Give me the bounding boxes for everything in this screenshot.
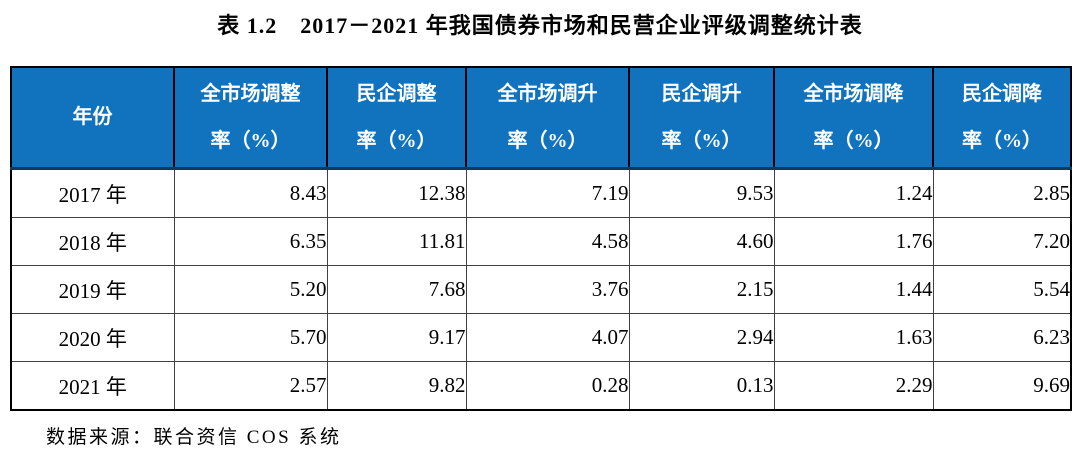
value-cell: 5.20 (173, 265, 328, 314)
header-cell-private-adjust-rate: 民企调整 率（%） (326, 66, 467, 170)
value-cell: 0.13 (628, 361, 775, 411)
value-cell: 2.15 (628, 265, 775, 314)
value-cell: 5.54 (932, 265, 1072, 314)
table-row: 2021 年 2.57 9.82 0.28 0.13 2.29 9.69 (10, 361, 1072, 411)
year-cell: 2019 年 (10, 265, 175, 314)
value-cell: 9.53 (628, 168, 775, 218)
table-row: 2017 年 8.43 12.38 7.19 9.53 1.24 2.85 (10, 168, 1072, 218)
rating-adjustment-table: 年份 全市场调整 率（%） 民企调整 率（%） 全市场调升 率（%） 民企调升 … (10, 66, 1072, 411)
table-row: 2020 年 5.70 9.17 4.07 2.94 1.63 6.23 (10, 313, 1072, 362)
value-cell: 1.63 (773, 313, 934, 362)
value-cell: 1.76 (773, 217, 934, 266)
header-cell-market-adjust-rate: 全市场调整 率（%） (173, 66, 328, 170)
value-cell: 7.68 (326, 265, 467, 314)
value-cell: 4.60 (628, 217, 775, 266)
year-cell: 2020 年 (10, 313, 175, 362)
value-cell: 11.81 (326, 217, 467, 266)
value-cell: 2.29 (773, 361, 934, 411)
value-cell: 1.24 (773, 168, 934, 218)
value-cell: 6.23 (932, 313, 1072, 362)
value-cell: 9.82 (326, 361, 467, 411)
data-source-note: 数据来源：联合资信 COS 系统 (46, 427, 342, 448)
table-header-row: 年份 全市场调整 率（%） 民企调整 率（%） 全市场调升 率（%） 民企调升 … (10, 66, 1072, 170)
value-cell: 9.69 (932, 361, 1072, 411)
value-cell: 12.38 (326, 168, 467, 218)
value-cell: 0.28 (465, 361, 630, 411)
value-cell: 5.70 (173, 313, 328, 362)
header-cell-private-downgrade-rate: 民企调降 率（%） (932, 66, 1072, 170)
value-cell: 9.17 (326, 313, 467, 362)
table-row: 2018 年 6.35 11.81 4.58 4.60 1.76 7.20 (10, 217, 1072, 266)
value-cell: 2.94 (628, 313, 775, 362)
value-cell: 2.57 (173, 361, 328, 411)
year-cell: 2021 年 (10, 361, 175, 411)
document-page: 表 1.2 2017－2021 年我国债券市场和民营企业评级调整统计表 年份 全… (0, 8, 1080, 462)
year-cell: 2018 年 (10, 217, 175, 266)
value-cell: 8.43 (173, 168, 328, 218)
value-cell: 4.07 (465, 313, 630, 362)
value-cell: 2.85 (932, 168, 1072, 218)
header-cell-market-downgrade-rate: 全市场调降 率（%） (773, 66, 934, 170)
table-row: 2019 年 5.20 7.68 3.76 2.15 1.44 5.54 (10, 265, 1072, 314)
value-cell: 1.44 (773, 265, 934, 314)
header-cell-market-upgrade-rate: 全市场调升 率（%） (465, 66, 630, 170)
value-cell: 7.20 (932, 217, 1072, 266)
table-title: 表 1.2 2017－2021 年我国债券市场和民营企业评级调整统计表 (217, 13, 863, 38)
value-cell: 4.58 (465, 217, 630, 266)
header-cell-year: 年份 (10, 66, 175, 170)
header-cell-private-upgrade-rate: 民企调升 率（%） (628, 66, 775, 170)
value-cell: 6.35 (173, 217, 328, 266)
year-cell: 2017 年 (10, 168, 175, 218)
value-cell: 7.19 (465, 168, 630, 218)
value-cell: 3.76 (465, 265, 630, 314)
